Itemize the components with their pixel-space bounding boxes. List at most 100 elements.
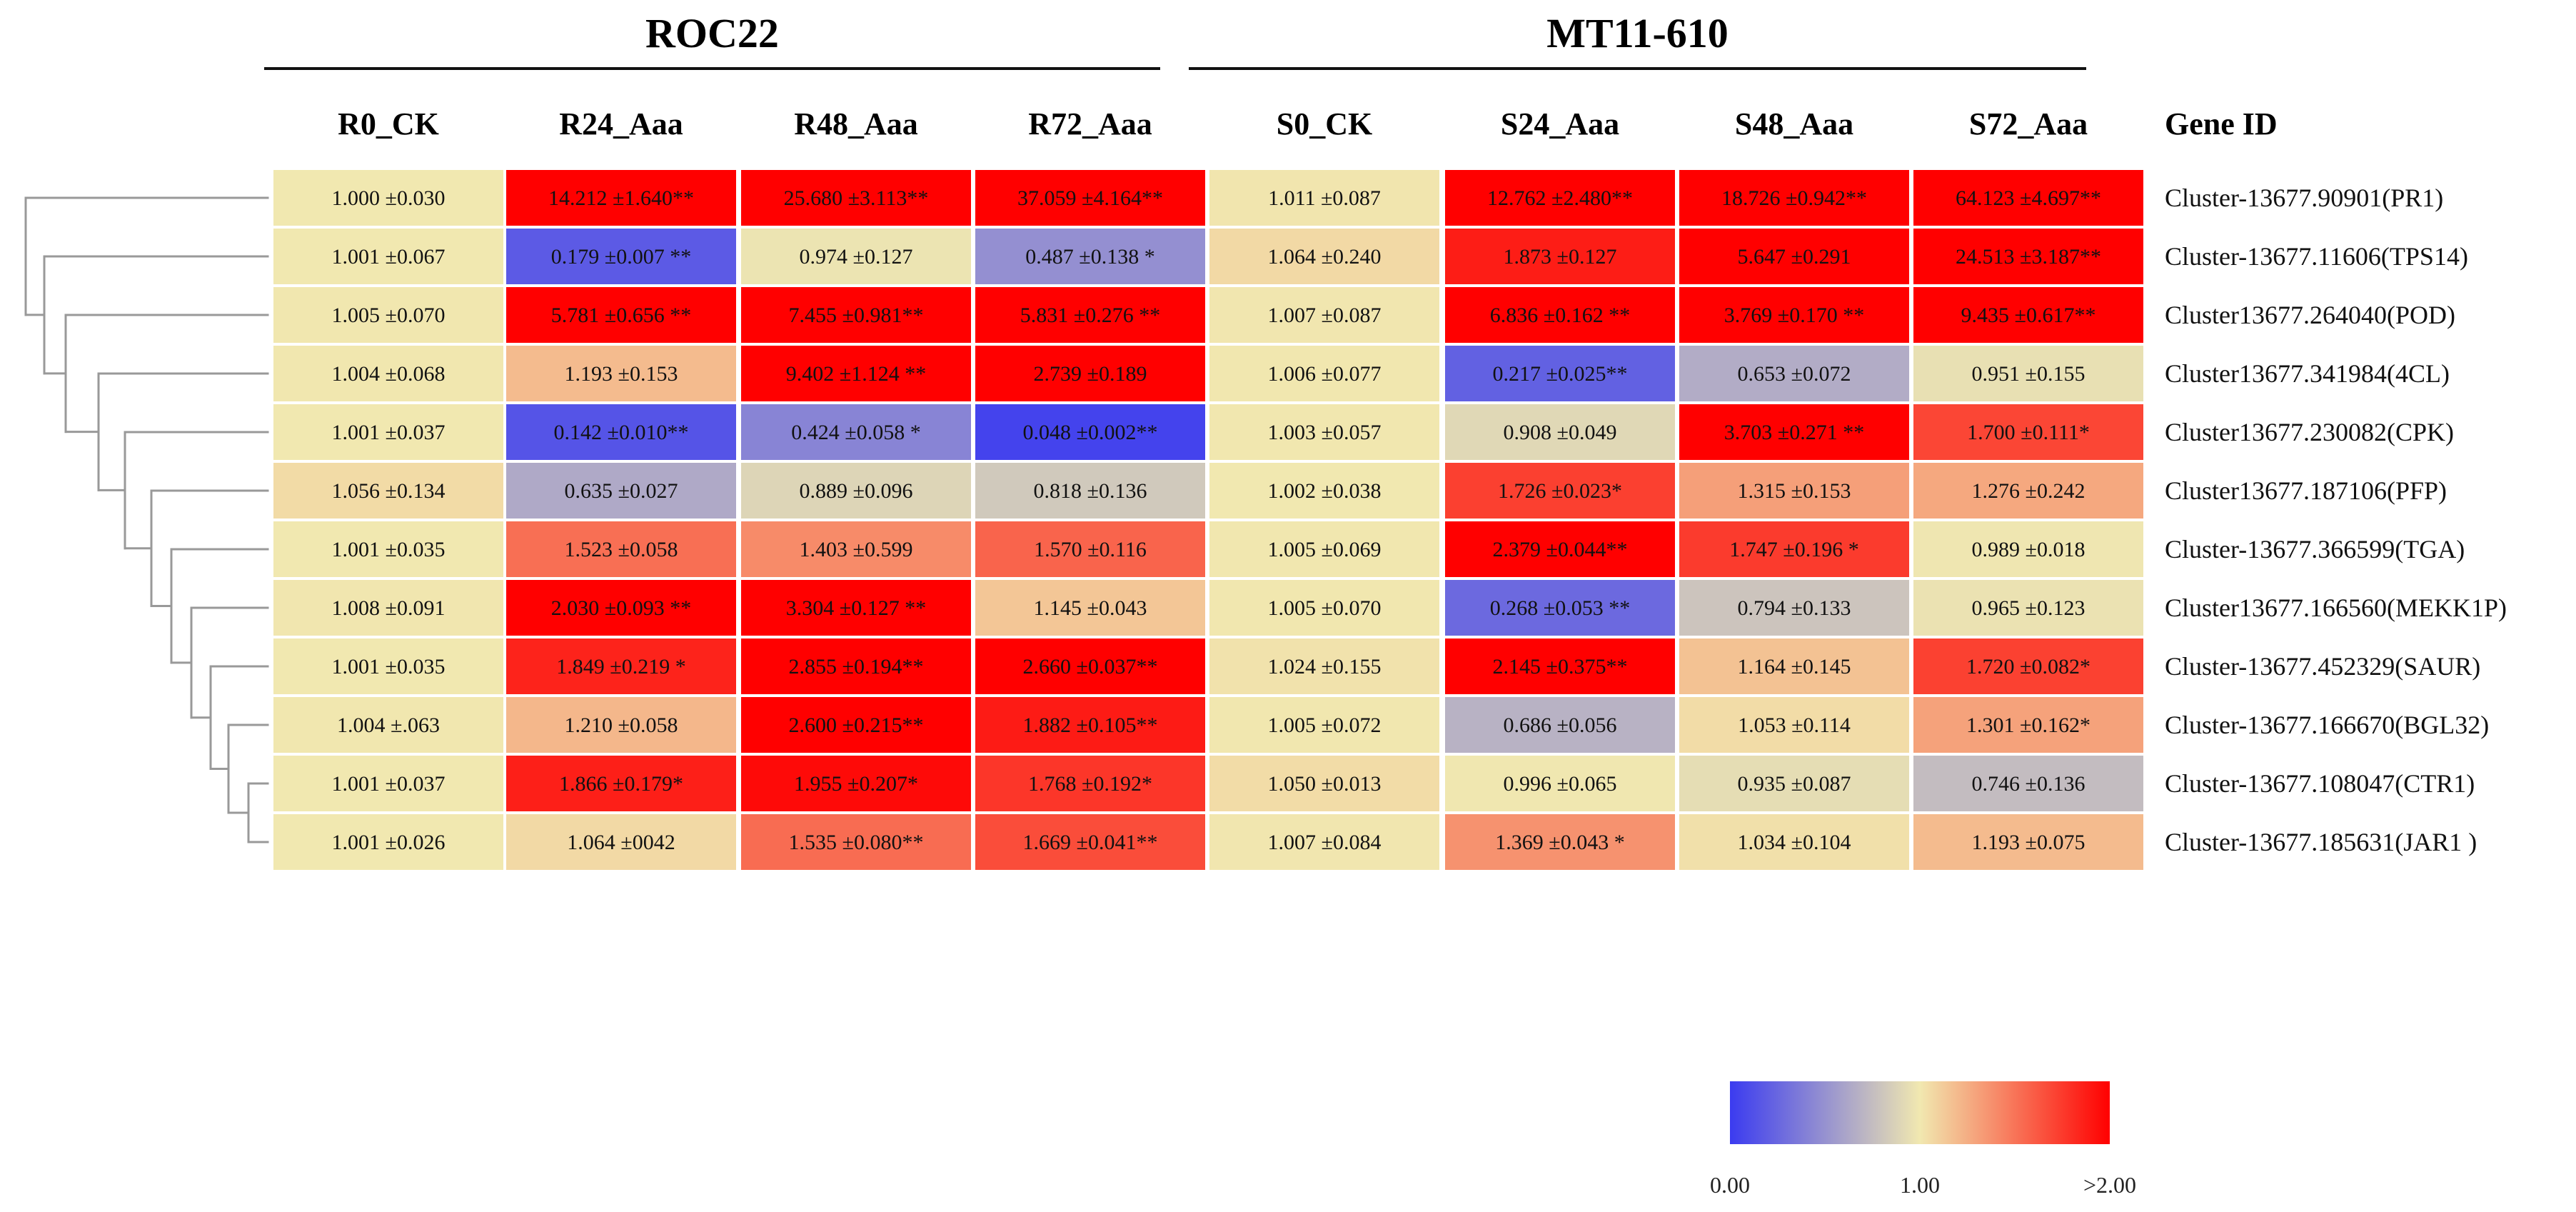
column-header: S0_CK [1277,106,1372,141]
cell-label: 18.726 ±0.942** [1721,186,1867,210]
column-header: R48_Aaa [794,106,918,141]
heatmap-cell [1913,346,2143,401]
cell-label: 1.004 ±.063 [337,713,440,737]
cell-label: 1.000 ±0.030 [332,186,446,210]
cell-label: 0.974 ±0.127 [800,245,913,269]
cell-label: 14.212 ±1.640** [548,186,694,210]
cell-label: 1.064 ±0042 [567,831,675,854]
heatmap-cell [975,404,1205,460]
heatmap-cell [1913,287,2143,343]
cell-label: 1.535 ±0.080** [789,831,924,854]
heatmap-cell [506,756,736,811]
cell-label: 1.005 ±0.070 [1268,596,1382,620]
gene-id-label: Cluster-13677.166670(BGL32) [2165,711,2489,739]
gene-id-label: Cluster13677.187106(PFP) [2165,476,2447,505]
cell-label: 1.007 ±0.087 [1268,304,1382,327]
heatmap-cell [1679,638,1909,694]
heatmap-cell [741,756,971,811]
heatmap-cell [1679,580,1909,636]
heatmap-cell [1445,638,1675,694]
color-scale-legend: 0.00 1.00 >2.00 [1710,1081,2136,1198]
cell-label: 0.818 ±0.136 [1034,479,1147,503]
cell-label: 64.123 ±4.697** [1956,186,2101,210]
gene-id-label: Cluster-13677.108047(CTR1) [2165,769,2475,798]
heatmap-cell [1679,756,1909,811]
heatmap-cell [273,521,503,577]
heatmap-cell [975,229,1205,284]
heatmap-cell [273,287,503,343]
heatmap-cells: 1.000 ±0.030 14.212 ±1.640** 25.680 ±3.113… [273,170,2143,870]
heatmap-cell [506,287,736,343]
heatmap-cell [506,521,736,577]
heatmap-cell [1445,170,1675,226]
cell-label: 1.873 ±0.127 [1504,245,1617,269]
heatmap-cell [1209,229,1439,284]
heatmap-cell [1913,756,2143,811]
cell-label: 0.179 ±0.007 ** [551,245,691,269]
heatmap-cell [741,346,971,401]
column-header: R0_CK [338,106,439,141]
heatmap-cell [506,463,736,519]
cell-label: 0.935 ±0.087 [1738,772,1851,796]
heatmap-cell [1679,463,1909,519]
cell-label: 12.762 ±2.480** [1487,186,1633,210]
cell-label: 1.024 ±0.155 [1268,655,1382,678]
cell-label: 0.268 ±0.053 ** [1490,596,1630,620]
cell-label: 0.424 ±0.058 * [791,421,920,444]
cell-label: 0.653 ±0.072 [1738,362,1851,386]
heatmap-cell [1209,287,1439,343]
color-scale-tick-label: 0.00 [1710,1172,1750,1198]
cell-label: 1.005 ±0.070 [332,304,446,327]
heatmap-cell [273,638,503,694]
heatmap-cell [1679,170,1909,226]
cell-label: 1.210 ±0.058 [565,713,678,737]
heatmap-cell [1913,697,2143,753]
heatmap-cell [1445,580,1675,636]
group-title-0: ROC22 [645,10,779,56]
heatmap-cell [975,521,1205,577]
heatmap-cell [975,697,1205,753]
heatmap-cell [1209,521,1439,577]
cell-label: 1.720 ±0.082* [1966,655,2091,678]
heatmap-cell [741,580,971,636]
cell-label: 1.145 ±0.043 [1034,596,1147,620]
cell-label: 1.034 ±0.104 [1738,831,1851,854]
heatmap-cell [1913,463,2143,519]
column-header: S24_Aaa [1501,106,1619,141]
cell-label: 1.005 ±0.069 [1268,538,1382,561]
heatmap-cell [975,346,1205,401]
heatmap-cell [1913,404,2143,460]
cell-label: 1.005 ±0.072 [1268,713,1382,737]
heatmap-cell [975,638,1205,694]
cell-label: 1.849 ±0.219 * [556,655,685,678]
heatmap-cell [1209,814,1439,870]
cell-label: 9.402 ±1.124 ** [786,362,926,386]
gene-id-label: Cluster13677.230082(CPK) [2165,418,2454,446]
cell-label: 1.726 ±0.023* [1498,479,1622,503]
cell-label: 1.164 ±0.145 [1738,655,1851,678]
heatmap-cell [1445,521,1675,577]
heatmap-cell [741,170,971,226]
heatmap-cell [1679,287,1909,343]
heatmap-cell [1913,170,2143,226]
cell-label: 1.369 ±0.043 * [1495,831,1624,854]
cell-label: 5.781 ±0.656 ** [551,304,691,327]
heatmap-cell [975,170,1205,226]
cell-label: 0.889 ±0.096 [800,479,913,503]
cell-label: 1.001 ±0.035 [332,538,446,561]
cell-label: 1.056 ±0.134 [332,479,446,503]
cell-label: 2.600 ±0.215** [789,713,924,737]
cell-label: 1.193 ±0.075 [1972,831,2086,854]
cell-label: 0.217 ±0.025** [1493,362,1628,386]
cell-label: 1.403 ±0.599 [800,538,913,561]
heatmap-cell [273,814,503,870]
heatmap-cell [1445,756,1675,811]
heatmap-cell [1209,697,1439,753]
row-header: Gene ID [2165,106,2278,141]
gene-id-label: Cluster-13677.11606(TPS14) [2165,242,2468,271]
heatmap-cell [273,580,503,636]
cell-label: 2.855 ±0.194** [789,655,924,678]
heatmap-cell [1445,814,1675,870]
cell-label: 0.635 ±0.027 [565,479,678,503]
